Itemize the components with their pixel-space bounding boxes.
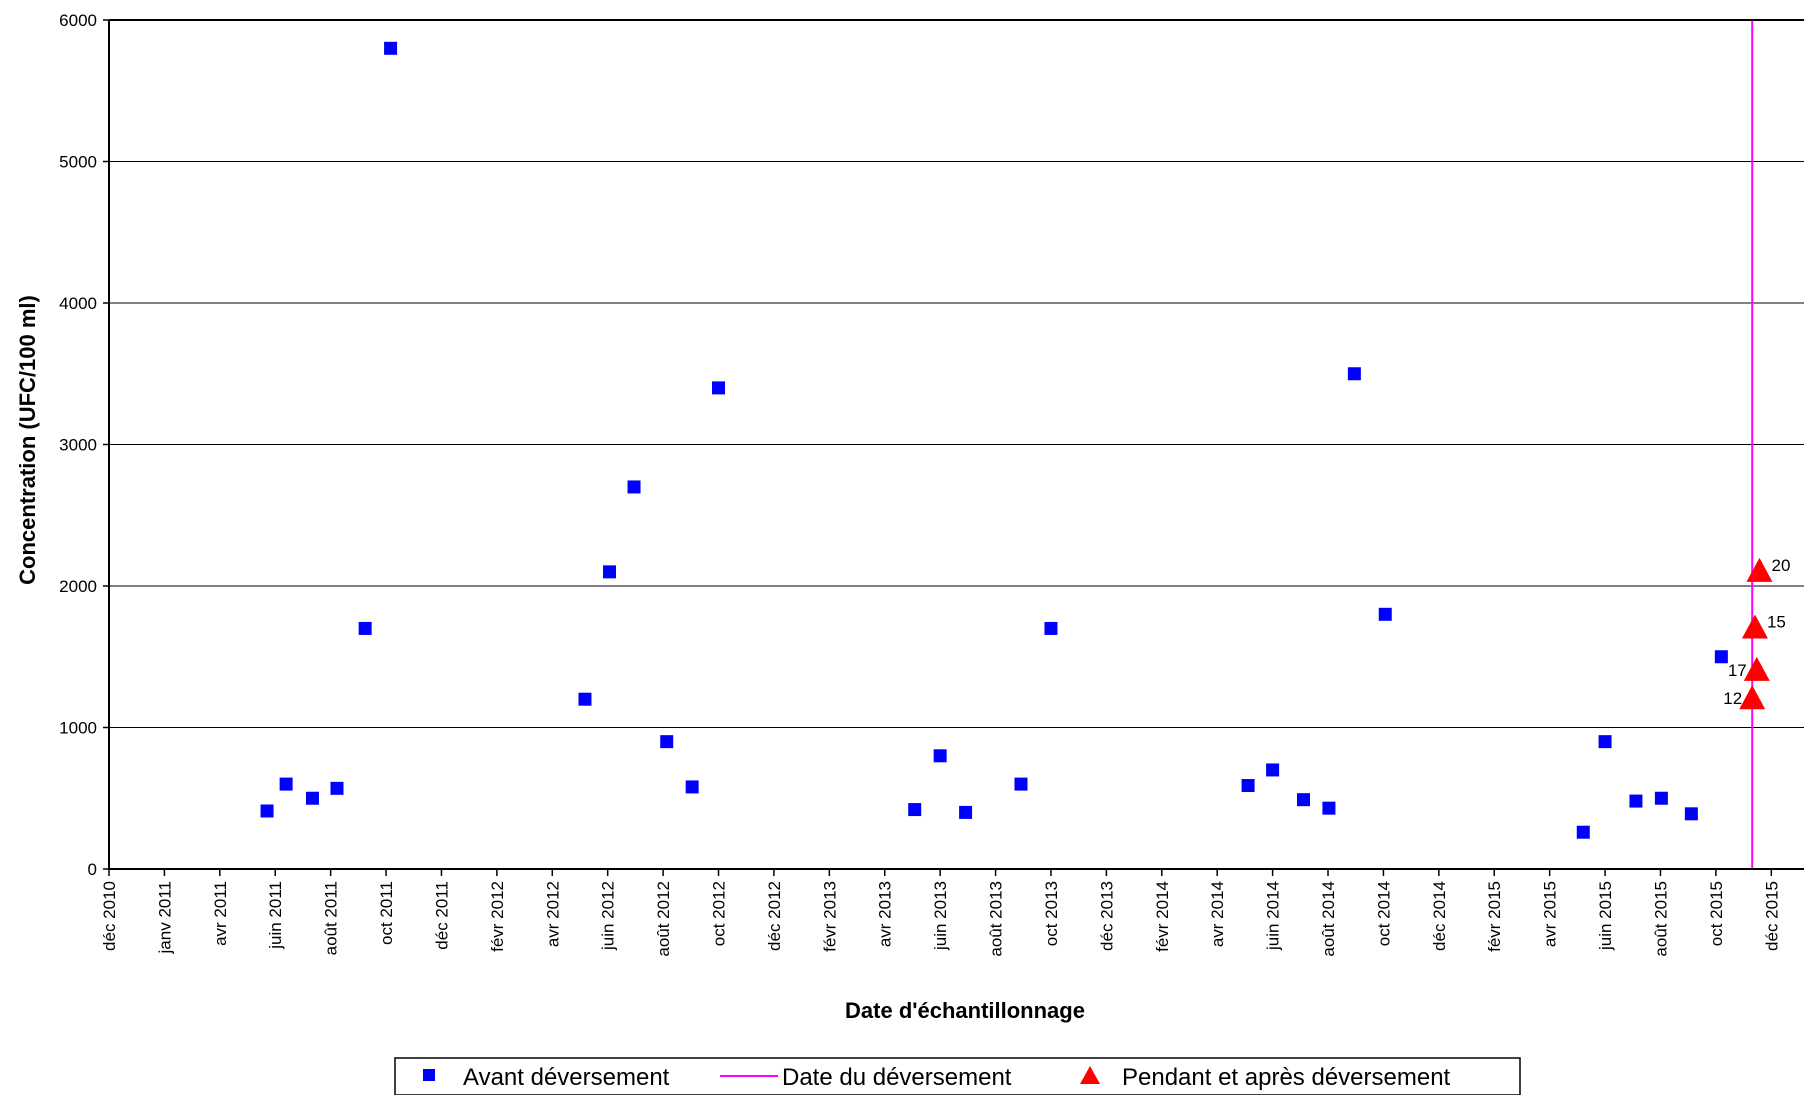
y-tick-label: 3000 <box>59 436 97 455</box>
x-tick-label: déc 2014 <box>1430 881 1449 951</box>
before-spill-point <box>1576 825 1590 839</box>
y-tick-label: 4000 <box>59 294 97 313</box>
x-tick-label: oct 2011 <box>377 881 396 945</box>
point-labels: 12 15 17 20 <box>1723 556 1790 708</box>
before-spill-point <box>1378 607 1392 621</box>
x-tick-label: août 2015 <box>1651 881 1670 957</box>
x-tick-label: oct 2013 <box>1042 881 1061 946</box>
before-spill-point <box>260 804 274 818</box>
x-tick-label: déc 2011 <box>432 881 451 950</box>
before-spill-point <box>627 480 641 494</box>
before-spill-point <box>305 791 319 805</box>
point-day-label: 12 <box>1723 689 1742 708</box>
before-spill-point <box>358 621 372 635</box>
x-tick-label: juin 2011 <box>266 881 285 950</box>
after-spill-point <box>1743 656 1770 681</box>
x-tick-label: août 2013 <box>987 881 1006 957</box>
y-tick-label: 2000 <box>59 577 97 596</box>
after-spill-point <box>1746 557 1773 582</box>
x-tick-label: juin 2015 <box>1596 881 1615 951</box>
x-tick-label: avr 2013 <box>876 881 895 947</box>
legend-square-icon <box>423 1069 435 1081</box>
legend-box <box>394 1057 1521 1095</box>
x-tick-label: août 2012 <box>654 881 673 957</box>
point-day-label: 20 <box>1771 556 1790 575</box>
x-tick-label: oct 2014 <box>1374 881 1393 946</box>
y-tick-label: 6000 <box>59 11 97 30</box>
before-spill-point <box>578 692 592 706</box>
before-spill-point <box>660 735 674 749</box>
before-spill-point <box>1241 779 1255 793</box>
x-tick-label: janv 2011 <box>155 881 174 954</box>
x-tick-label: avr 2011 <box>211 881 230 946</box>
x-tick-label: avr 2014 <box>1208 881 1227 947</box>
before-spill-point <box>1714 650 1728 664</box>
point-day-label: 15 <box>1767 612 1786 631</box>
before-spill-point <box>685 780 699 794</box>
before-spill-point <box>1296 793 1310 807</box>
axes: 0 1000 2000 3000 4000 5000 6000 déc 2010 janv 20… <box>59 11 1804 957</box>
x-tick-label: déc 2010 <box>100 881 119 951</box>
x-tick-label: oct 2012 <box>710 881 729 946</box>
before-spill-point <box>1014 777 1028 791</box>
y-axis-title: Concentration (UFC/100 ml) <box>15 295 40 585</box>
before-spill-point <box>603 565 617 579</box>
x-tick-label: juin 2014 <box>1264 881 1283 951</box>
before-spill-point <box>1684 807 1698 821</box>
before-spill-point <box>1629 794 1643 808</box>
before-spill-point <box>1654 791 1668 805</box>
x-tick-label: févr 2012 <box>488 881 507 952</box>
y-tick-label: 0 <box>88 860 97 879</box>
y-tick-label: 5000 <box>59 153 97 172</box>
before-spill-point <box>1347 367 1361 381</box>
x-tick-label: févr 2013 <box>820 881 839 952</box>
x-tick-label: août 2011 <box>322 881 341 955</box>
x-tick-label: oct 2015 <box>1707 881 1726 946</box>
before-spill-point <box>1044 621 1058 635</box>
before-spill-point <box>712 381 726 395</box>
before-spill-point <box>1266 763 1280 777</box>
before-spill-point <box>279 777 293 791</box>
x-tick-label: juin 2013 <box>931 881 950 951</box>
point-day-label: 17 <box>1728 661 1747 680</box>
legend-label-after: Pendant et après déversement <box>1122 1064 1451 1091</box>
x-tick-label: déc 2015 <box>1762 881 1781 951</box>
before-spill-point <box>384 41 398 55</box>
legend-label-spill-date: Date du déversement <box>782 1064 1012 1091</box>
legend-label-before: Avant déversement <box>463 1064 670 1091</box>
grid-lines <box>109 19 1804 728</box>
before-spill-point <box>933 749 947 763</box>
before-spill-point <box>1322 801 1336 815</box>
after-spill-point <box>1741 614 1768 639</box>
x-tick-label: avr 2012 <box>543 881 562 947</box>
x-tick-label: déc 2013 <box>1097 881 1116 951</box>
x-tick-label: févr 2015 <box>1485 881 1504 952</box>
x-tick-label: févr 2014 <box>1153 881 1172 952</box>
after-spill-point <box>1739 685 1766 710</box>
x-tick-label: avr 2015 <box>1541 881 1560 947</box>
before-spill-point <box>330 781 344 795</box>
x-tick-label: juin 2012 <box>599 881 618 951</box>
before-spill-point <box>959 805 973 819</box>
x-tick-label: août 2014 <box>1319 881 1338 957</box>
legend-triangle-icon <box>1080 1066 1100 1084</box>
legend: Avant déversement Date du déversement Pe… <box>394 1057 1521 1095</box>
y-tick-label: 1000 <box>59 719 97 738</box>
x-axis-title: Date d'échantillonnage <box>845 998 1085 1023</box>
before-spill-point <box>1598 735 1612 749</box>
before-spill-point <box>908 803 922 817</box>
x-tick-label: déc 2012 <box>765 881 784 951</box>
data-points <box>260 41 1773 839</box>
